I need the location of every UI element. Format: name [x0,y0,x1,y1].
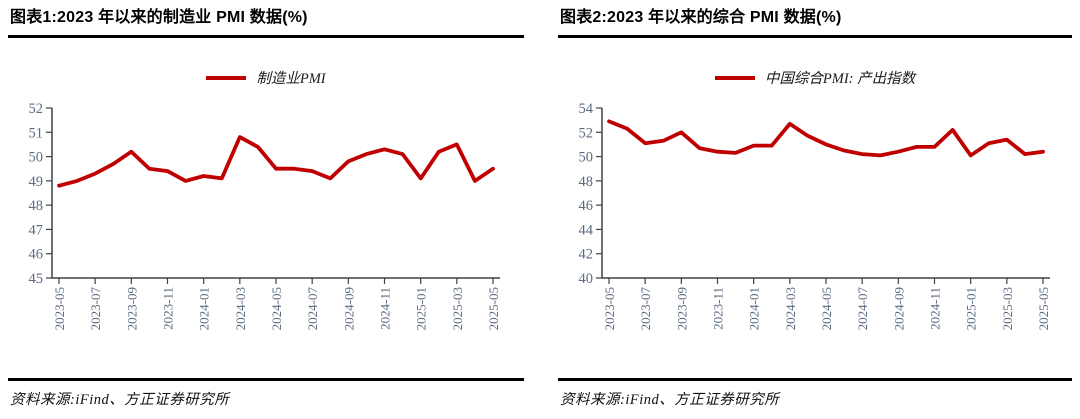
x-tick-label: 2024-01 [197,287,212,330]
figure-1-title: 图表1:2023 年以来的制造业 PMI 数据(%) [8,6,524,38]
x-tick-label: 2023-05 [52,287,67,330]
red-line-legend-marker [714,75,755,80]
figure-2-title: 图表2:2023 年以来的综合 PMI 数据(%) [558,6,1072,38]
x-tick-label: 2024-03 [233,287,248,330]
x-tick-label: 2024-03 [783,287,798,330]
y-tick-label: 49 [29,174,44,190]
x-tick-label: 2024-09 [341,287,356,330]
figure-2-panel: 图表2:2023 年以来的综合 PMI 数据(%) 中国综合PMI: 产出指数 … [540,0,1080,419]
x-tick-label: 2024-05 [819,287,834,330]
source-note: 资料来源:iFind、方正证券研究所 [10,392,230,408]
legend-label: 中国综合PMI: 产出指数 [764,71,916,88]
x-tick-label: 2024-11 [928,287,943,330]
pmi-data-line [57,134,495,188]
y-tick-label: 42 [579,247,594,263]
y-tick-label: 52 [579,125,594,141]
x-tick-label: 2023-09 [124,287,139,330]
x-tick-label: 2025-01 [964,287,979,330]
x-tick-label: 2023-05 [602,287,617,330]
y-tick-label: 50 [29,149,44,165]
y-tick-label: 46 [29,247,44,263]
figure-2-legend: 中国综合PMI: 产出指数 [558,68,1072,88]
figure-1-source-block: 资料来源:iFind、方正证券研究所 [8,378,524,419]
figure-2-source-block: 资料来源:iFind、方正证券研究所 [558,378,1072,419]
figure-1-legend: 制造业PMI [8,68,524,88]
y-tick-label: 48 [29,198,44,214]
y-tick-label: 44 [579,222,594,238]
y-tick-label: 50 [579,149,594,165]
x-tick-label: 2024-07 [305,286,320,330]
y-tick-label: 52 [29,101,44,117]
red-line-legend-marker [206,75,247,80]
x-tick-label: 2025-05 [1036,287,1051,330]
figure-1-panel: 图表1:2023 年以来的制造业 PMI 数据(%) 制造业PMI 45 46 47… [8,6,524,419]
y-tick-label: 45 [29,271,44,287]
pmi-data-line [607,119,1045,158]
x-tick-label: 2023-09 [674,287,689,330]
axis-lines [51,107,500,279]
y-tick-label: 46 [579,198,594,214]
axis-lines [601,107,1050,279]
x-tick-label: 2023-11 [161,287,176,330]
x-tick-label: 2024-07 [855,286,870,330]
x-tick-label: 2025-03 [1000,287,1015,330]
x-tick-label: 2025-03 [450,287,465,330]
legend-label: 制造业PMI [256,71,326,88]
y-tick-label: 54 [579,101,594,117]
source-note: 资料来源:iFind、方正证券研究所 [560,392,780,408]
x-tick-label: 2025-05 [486,287,501,330]
y-tick-label: 48 [579,174,594,190]
x-tick-label: 2023-07 [638,286,653,330]
y-tick-label: 40 [579,271,594,287]
x-tick-label: 2023-07 [88,286,103,330]
x-tick-label: 2024-09 [891,287,906,330]
manufacturing-pmi-line-chart: 45 46 47 48 49 50 51 52 2023-05 2023-07 2023-09 202… [29,101,502,330]
y-tick-label: 51 [29,125,44,141]
x-tick-label: 2024-01 [747,287,762,330]
x-tick-label: 2024-11 [378,287,393,330]
x-tick-label: 2023-11 [711,287,726,330]
x-tick-label: 2025-01 [414,287,429,330]
composite-pmi-line-chart: 40 42 44 46 48 50 52 54 2023-05 2023-07 2023-09 202… [579,101,1052,330]
y-tick-label: 47 [29,222,44,238]
x-tick-label: 2024-05 [269,287,284,330]
